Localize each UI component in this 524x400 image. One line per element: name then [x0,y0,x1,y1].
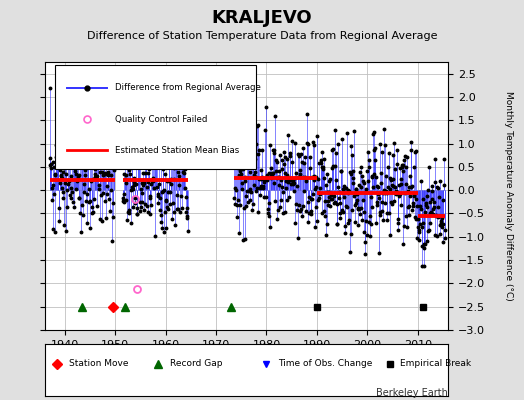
Text: Berkeley Earth: Berkeley Earth [376,388,448,398]
Text: Empirical Break: Empirical Break [400,359,471,368]
Text: Difference from Regional Average: Difference from Regional Average [115,83,261,92]
Text: Monthly Temperature Anomaly Difference (°C): Monthly Temperature Anomaly Difference (… [504,91,513,301]
Text: Estimated Station Mean Bias: Estimated Station Mean Bias [115,146,239,155]
Text: Difference of Station Temperature Data from Regional Average: Difference of Station Temperature Data f… [87,31,437,41]
Text: KRALJEVO: KRALJEVO [212,9,312,27]
Text: Record Gap: Record Gap [170,359,222,368]
FancyBboxPatch shape [54,65,256,169]
Text: Time of Obs. Change: Time of Obs. Change [279,359,373,368]
Text: Station Move: Station Move [69,359,128,368]
Text: Quality Control Failed: Quality Control Failed [115,114,208,124]
